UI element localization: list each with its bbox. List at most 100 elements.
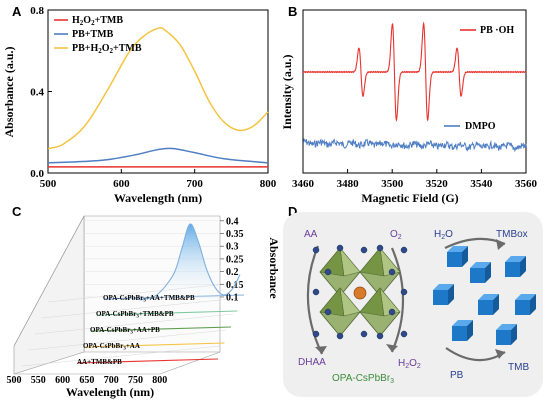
- label-aa: AA: [304, 229, 318, 240]
- pb-cube: [496, 324, 517, 345]
- panel-c-slice-guide: [34, 313, 234, 335]
- panel-b-y-label: Intensity (a.u.): [280, 54, 294, 129]
- legend-label-dmpo: DMPO: [465, 121, 496, 132]
- panel-c-z-tick-label: 0.35: [226, 229, 244, 240]
- panel-c-slice-line-2: [90, 326, 232, 332]
- label-opa-cspbbr3: OPA-CsPbBr3: [332, 373, 394, 385]
- panel-c-z-tick-label: 0.2: [226, 267, 239, 278]
- label-pb: PB: [450, 370, 464, 381]
- octahedron: [359, 247, 401, 297]
- panel-c-peak-fill: [140, 223, 240, 300]
- panel-c-series-labels: OPA-CsPbBr3+AA+TMB&PB OPA-CsPbBr3+TMB&PB…: [77, 294, 195, 366]
- panel-c-slice-line-0: [77, 358, 219, 364]
- panel-c-x-tick-label: 650: [79, 375, 94, 386]
- legend-label-h2o2-tmb: H2O2+TMB: [72, 15, 123, 27]
- atom-dot: [400, 330, 408, 338]
- panel-a-y-ticks: 0.0 0.4 0.8: [30, 5, 52, 180]
- panel-a-y-label: Absorbance (a.u.): [2, 46, 16, 137]
- atom-dot: [324, 308, 332, 316]
- atom-dot: [336, 244, 344, 252]
- panel-a-x-tick-label: 500: [40, 178, 57, 190]
- panel-c-x-tick-label: 550: [31, 375, 46, 386]
- series-label-opa-aa-tmb-pb: OPA-CsPbBr3+AA+TMB&PB: [103, 294, 195, 304]
- panel-a-series-line-1: [47, 147, 269, 164]
- panel-b-x-tick-label: 3520: [426, 178, 449, 190]
- panel-a-y-tick-label: 0.8: [30, 5, 44, 17]
- pb-cube: [505, 256, 526, 277]
- label-tmbox: TMBox: [496, 229, 528, 240]
- label-h2o2-left: H2O2: [398, 358, 421, 370]
- label-o2: O2: [390, 229, 402, 241]
- panel-c-x-ticks: 500 550 600 650 700 750 800: [7, 375, 168, 386]
- atom-dot: [400, 288, 408, 296]
- panel-a-x-ticks: 500 600 700 800: [40, 169, 277, 190]
- label-tmb: TMB: [508, 362, 529, 373]
- panel-c-slice-guide: [28, 329, 227, 351]
- panel-c-x-tick-label: 500: [7, 375, 22, 386]
- panel-c-slice-guide: [21, 345, 221, 367]
- panel-a-y-tick-label: 0.0: [30, 168, 44, 180]
- series-label-aa-tmb-pb: AA+TMB&PB: [77, 358, 122, 366]
- octahedron: [319, 287, 361, 337]
- atom-dot: [360, 246, 368, 254]
- atom-dot: [376, 244, 384, 252]
- panel-a-x-tick-label: 600: [113, 178, 130, 190]
- series-label-opa-aa-pb: OPA-CsPbBr3+AA+PB: [90, 326, 160, 336]
- panel-c-z-label: Absorbance: [267, 237, 281, 299]
- panel-a-series: [47, 27, 269, 168]
- panel-c-slice-line-1: [84, 342, 225, 348]
- panel-c-peak-series: [139, 223, 241, 301]
- octahedron: [359, 287, 401, 337]
- panel-b-series: [302, 21, 527, 153]
- panel-c-slice-line-3: [97, 310, 238, 316]
- panel-a-x-label: Wavelength (nm): [114, 191, 202, 205]
- panel-c-z-tick-label: 0.25: [226, 254, 244, 265]
- panel-b-x-label: Magnetic Field (G): [361, 191, 458, 205]
- prussian-blue-cubes: [433, 246, 536, 345]
- panel-b-frame: [302, 9, 527, 174]
- panel-b-x-tick-label: 3500: [381, 178, 404, 190]
- panel-c-slice-guide: [41, 297, 240, 319]
- panel-c-x-tick-label: 750: [128, 375, 143, 386]
- panel-b-series-line-pb-oh: [302, 21, 527, 122]
- panel-a-y-tick-label: 0.4: [30, 87, 44, 99]
- panel-c-x-tick-label: 600: [55, 375, 70, 386]
- atom-dot: [400, 246, 408, 254]
- legend-label-pb-h2o2-tmb: PB+H2O2+TMB: [72, 43, 142, 55]
- panel-b: B 3460 3480 3500 3520 3540 3560 Magnetic Fiel…: [280, 4, 538, 205]
- series-label-opa-tmb-pb: OPA-CsPbBr3+TMB&PB: [96, 310, 174, 320]
- panel-c-z-tick-label: 0.3: [226, 242, 239, 253]
- atom-dot: [312, 246, 320, 254]
- panel-a-legend: H2O2+TMB PB+TMB PB+H2O2+TMB: [54, 15, 142, 55]
- atom-dot: [336, 332, 344, 340]
- panel-c-x-tick-label: 700: [104, 375, 119, 386]
- atom-dot: [388, 308, 396, 316]
- arrow-o2-h2o2: [390, 247, 405, 353]
- pb-cube: [452, 320, 473, 341]
- legend-label-pb-tmb: PB+TMB: [72, 29, 114, 40]
- panel-d-letter: D: [288, 204, 297, 219]
- label-h2o: H2O: [434, 229, 453, 241]
- perovskite-crystal: [312, 244, 408, 340]
- atom-dot: [388, 268, 396, 276]
- panel-b-x-tick-label: 3480: [337, 178, 360, 190]
- octahedron: [319, 247, 361, 297]
- panel-c-peak-line: [139, 223, 241, 301]
- panel-b-x-tick-label: 3560: [515, 178, 538, 190]
- panel-b-series-line-dmpo: [302, 137, 527, 153]
- panel-a: A 500 600 700 800 0.0 0.4 0.8 Wavelength (nm)…: [2, 4, 277, 205]
- panel-c-letter: C: [12, 204, 22, 219]
- pb-cube: [478, 294, 499, 315]
- atom-dot: [360, 330, 368, 338]
- panel-a-x-tick-label: 800: [260, 178, 277, 190]
- panel-a-series-line-2: [47, 27, 269, 150]
- panel-c-x-label: Wavelength (nm): [66, 385, 154, 399]
- arrow-aa-dhaa: [306, 245, 323, 355]
- series-label-opa-aa: OPA-CsPbBr3+AA: [83, 342, 140, 352]
- panel-c-x-tick-label: 800: [152, 375, 167, 386]
- panel-b-legend: PB ·OH DMPO: [444, 25, 514, 132]
- atom-dot: [312, 288, 320, 296]
- central-cation: [353, 286, 367, 300]
- panel-a-letter: A: [12, 4, 22, 19]
